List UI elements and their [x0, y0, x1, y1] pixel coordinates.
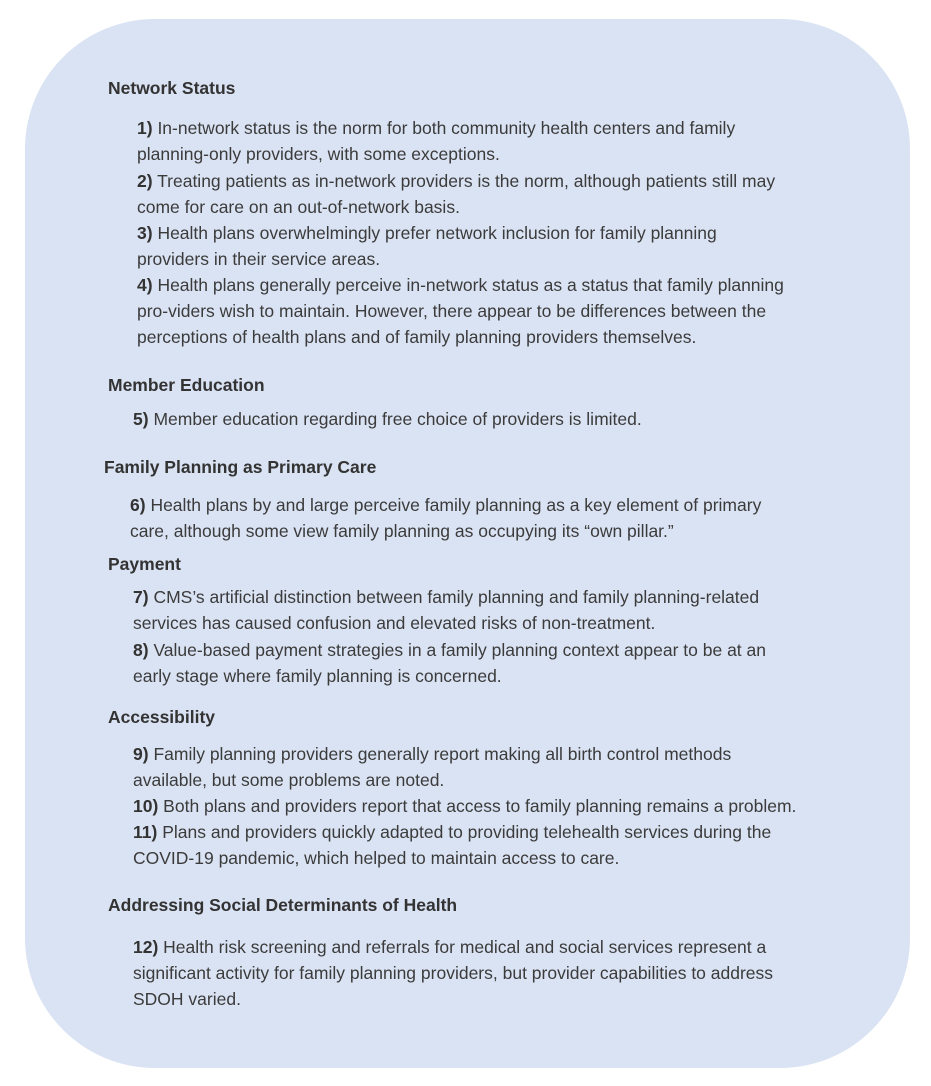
finding-line: SDOH varied.	[133, 986, 241, 1012]
finding-text: care, although some view family planning…	[130, 521, 674, 541]
finding-number: 9)	[133, 744, 149, 764]
finding-text: Both plans and providers report that acc…	[163, 796, 797, 816]
finding-line: significant activity for family planning…	[133, 960, 773, 986]
finding-number: 8)	[133, 640, 149, 660]
finding-line: 12) Health risk screening and referrals …	[133, 934, 766, 960]
finding-line: perceptions of health plans and of famil…	[137, 324, 696, 350]
section-heading: Member Education	[108, 375, 265, 395]
finding-text: early stage where family planning is con…	[133, 666, 502, 686]
finding-text: Value-based payment strategies in a fami…	[153, 640, 766, 660]
finding-line: 9) Family planning providers generally r…	[133, 741, 731, 767]
finding-line: available, but some problems are noted.	[133, 767, 444, 793]
finding-text: Plans and providers quickly adapted to p…	[162, 822, 772, 842]
finding-line: COVID-19 pandemic, which helped to maint…	[133, 845, 619, 871]
findings-panel	[25, 19, 910, 1068]
section-heading: Addressing Social Determinants of Health	[108, 895, 458, 915]
finding-line: 5) Member education regarding free choic…	[133, 406, 642, 432]
section-heading: Payment	[108, 554, 181, 574]
finding-text: come for care on an out-of-network basis…	[137, 197, 460, 217]
finding-text: SDOH varied.	[133, 989, 241, 1009]
finding-number: 1)	[137, 118, 153, 138]
finding-line: services has caused confusion and elevat…	[133, 610, 655, 636]
finding-number: 7)	[133, 587, 149, 607]
finding-number: 5)	[133, 409, 149, 429]
finding-line: providers in their service areas.	[137, 246, 380, 272]
finding-line: planning-only providers, with some excep…	[137, 141, 500, 167]
finding-line: 11) Plans and providers quickly adapted …	[133, 819, 771, 845]
finding-text: Treating patients as in-network provider…	[157, 171, 776, 191]
finding-line: 6) Health plans by and large perceive fa…	[130, 492, 761, 518]
section-heading: Accessibility	[108, 707, 215, 727]
finding-line: 4) Health plans generally perceive in-ne…	[137, 272, 784, 298]
finding-number: 12)	[133, 937, 159, 957]
finding-line: care, although some view family planning…	[130, 518, 674, 544]
finding-text: perceptions of health plans and of famil…	[137, 327, 697, 347]
finding-line: 7) CMS’s artificial distinction between …	[133, 584, 759, 610]
finding-line: 1) In-network status is the norm for bot…	[137, 115, 735, 141]
finding-text: CMS’s artificial distinction between fam…	[153, 587, 760, 607]
finding-number: 3)	[137, 223, 153, 243]
finding-line: early stage where family planning is con…	[133, 663, 502, 689]
section-heading: Network Status	[108, 78, 236, 98]
finding-text: Member education regarding free choice o…	[153, 409, 642, 429]
finding-text: planning-only providers, with some excep…	[137, 144, 500, 164]
finding-line: 8) Value-based payment strategies in a f…	[133, 637, 766, 663]
finding-text: COVID-19 pandemic, which helped to maint…	[133, 848, 620, 868]
finding-line: 2) Treating patients as in-network provi…	[137, 168, 775, 194]
finding-number: 6)	[130, 495, 146, 515]
finding-text: pro-viders wish to maintain. However, th…	[137, 301, 767, 321]
finding-text: providers in their service areas.	[137, 249, 381, 269]
finding-text: In-network status is the norm for both c…	[157, 118, 736, 138]
section-heading: Family Planning as Primary Care	[104, 457, 377, 477]
finding-text: significant activity for family planning…	[133, 963, 774, 983]
finding-text: Health plans overwhelmingly prefer netwo…	[157, 223, 717, 243]
finding-text: Health plans generally perceive in-netwo…	[157, 275, 784, 295]
finding-line: come for care on an out-of-network basis…	[137, 194, 460, 220]
finding-number: 4)	[137, 275, 153, 295]
finding-line: 10) Both plans and providers report that…	[133, 793, 796, 819]
finding-text: Family planning providers generally repo…	[153, 744, 732, 764]
finding-text: services has caused confusion and elevat…	[133, 613, 656, 633]
finding-line: pro-viders wish to maintain. However, th…	[137, 298, 766, 324]
finding-text: Health risk screening and referrals for …	[163, 937, 767, 957]
finding-number: 2)	[137, 171, 153, 191]
finding-text: Health plans by and large perceive famil…	[150, 495, 762, 515]
finding-number: 10)	[133, 796, 159, 816]
finding-text: available, but some problems are noted.	[133, 770, 445, 790]
finding-number: 11)	[133, 822, 158, 842]
finding-line: 3) Health plans overwhelmingly prefer ne…	[137, 220, 717, 246]
